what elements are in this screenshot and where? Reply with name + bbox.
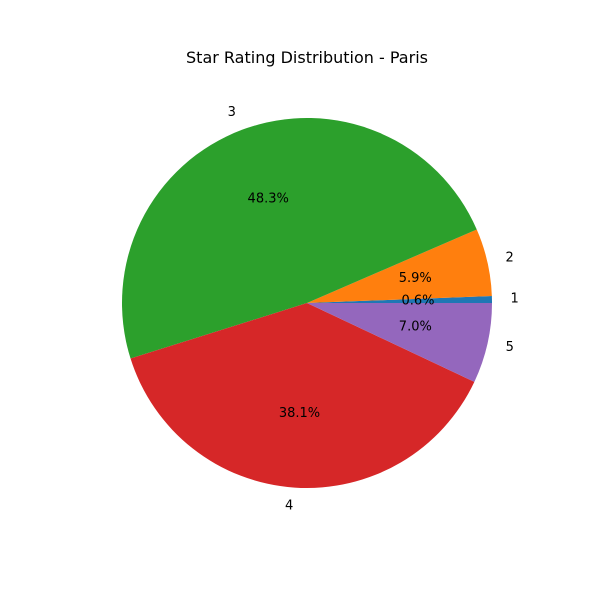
slice-label-2: 2 (505, 250, 513, 265)
slice-label-1: 1 (510, 292, 518, 307)
slice-label-5: 5 (506, 340, 514, 355)
pie-slice-2 (307, 229, 492, 303)
slice-percent-5: 7.0% (399, 320, 432, 335)
pie-slice-5 (307, 303, 492, 382)
slice-label-4: 4 (285, 499, 293, 514)
chart-title: Star Rating Distribution - Paris (186, 48, 428, 67)
slice-percent-1: 0.6% (401, 293, 434, 308)
pie-slice-3 (121, 118, 477, 359)
pie-slice-1 (307, 296, 492, 303)
slice-percent-3: 48.3% (248, 191, 289, 206)
slice-percent-2: 5.9% (399, 271, 432, 286)
slice-label-3: 3 (228, 105, 236, 120)
slice-percent-4: 38.1% (279, 406, 320, 421)
pie-slices (121, 118, 492, 489)
pie-slice-4 (130, 303, 475, 489)
pie-labels: 1 0.6% 2 5.9% 3 48.3% 4 38.1% 5 7.0% (228, 105, 519, 514)
